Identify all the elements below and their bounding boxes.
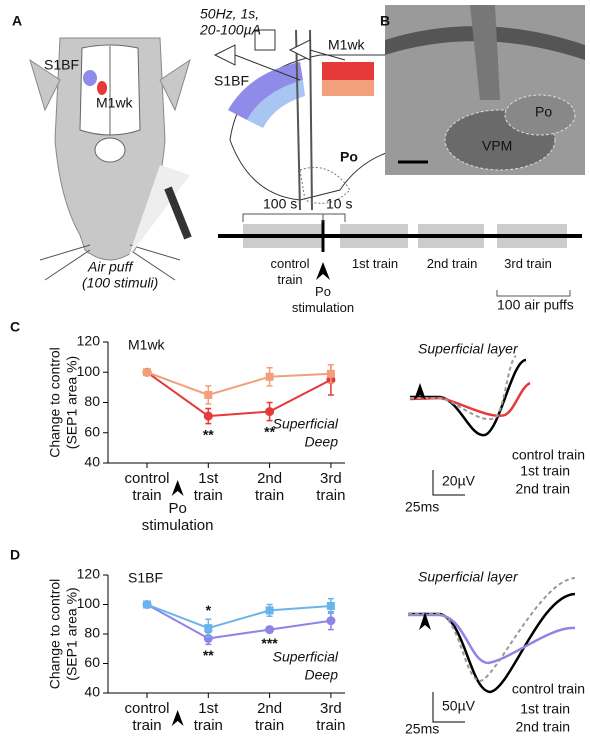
scale-label: 25ms <box>405 499 439 515</box>
train-label: 2nd train <box>426 256 478 271</box>
histology-image <box>385 5 585 175</box>
panel-letter: D <box>10 547 20 563</box>
marker <box>203 411 213 421</box>
trace-legend: 2nd train <box>516 481 570 497</box>
trace-title: Superficial layer <box>418 341 519 357</box>
caption: Air puff <box>87 259 134 275</box>
marker <box>143 600 151 609</box>
marker <box>326 616 336 626</box>
trace-title: Superficial layer <box>418 569 519 585</box>
panel-letter: A <box>12 13 22 29</box>
train-label: 1st train <box>351 256 399 271</box>
legend-entry: Superficial <box>273 649 339 665</box>
series-line <box>146 603 331 630</box>
train-label: 3rd train <box>504 256 552 271</box>
region-label: M1wk <box>328 37 366 53</box>
x-tick-label: 2nd train <box>255 470 285 504</box>
duration: 10 s <box>326 196 352 212</box>
train-label: control train <box>270 256 310 287</box>
trace-legend: control train <box>512 447 585 463</box>
marker <box>265 407 275 417</box>
significance: ** <box>203 426 214 442</box>
trace-legend: 1st train <box>520 701 570 717</box>
region-label: S1BF <box>214 73 249 89</box>
marker <box>143 368 151 377</box>
y-tick-label: 60 <box>84 423 100 439</box>
region-label: S1BF <box>44 57 79 73</box>
scale-label: 20µV <box>442 473 476 489</box>
trace-legend: 2nd train <box>516 719 570 735</box>
y-tick-label: 40 <box>84 684 100 700</box>
marker <box>265 606 274 615</box>
stimulation-arrow <box>171 710 184 726</box>
caption: (100 stimuli) <box>82 275 158 291</box>
region-label: M1wk <box>96 95 134 111</box>
region-label: VPM <box>482 138 512 154</box>
panel-letter: C <box>10 319 20 335</box>
significance: ** <box>203 647 214 663</box>
marker <box>265 372 274 381</box>
x-tick-label: 3rd train <box>316 470 346 504</box>
y-tick-label: 40 <box>84 454 100 470</box>
x-tick-label: control train <box>124 470 170 504</box>
duration: 100 s <box>263 196 297 212</box>
chart-title: M1wk <box>128 337 166 353</box>
x-tick-label: 2nd train <box>255 700 285 734</box>
y-tick-label: 120 <box>77 566 101 582</box>
significance: *** <box>261 635 278 651</box>
scale-label: 25ms <box>405 721 439 737</box>
trace-legend: 1st train <box>520 463 570 479</box>
marker <box>203 633 213 643</box>
y-tick-label: 100 <box>77 595 101 611</box>
marker <box>326 601 335 610</box>
trace-c <box>409 355 531 496</box>
legend-entry: Deep <box>305 667 339 683</box>
x-tick-label: 1st train <box>193 470 223 504</box>
slice-schematic <box>213 29 396 211</box>
legend-entry: Deep <box>305 434 339 450</box>
y-tick-label: 80 <box>84 393 100 409</box>
timeline <box>218 213 582 297</box>
y-tick-label: 60 <box>84 654 100 670</box>
trace-d <box>408 577 576 723</box>
region-label: Po <box>340 149 358 165</box>
stimulation-label: Po stimulation <box>291 284 355 315</box>
y-axis-label: Change to control <box>47 579 63 690</box>
marker <box>265 625 275 635</box>
trace-legend: control train <box>512 681 585 697</box>
rat-head <box>29 37 192 281</box>
caption: 20-100µA <box>199 22 261 38</box>
legend-entry: Superficial <box>273 416 339 432</box>
x-tick-label: 1st train <box>193 700 223 734</box>
chart-title: S1BF <box>128 570 163 586</box>
scale-label: 50µV <box>442 698 476 714</box>
y-axis-label: Change to control <box>47 347 63 458</box>
y-tick-label: 100 <box>77 363 101 379</box>
series-line <box>146 603 332 640</box>
caption: 50Hz, 1s, <box>200 6 259 22</box>
y-tick-label: 80 <box>84 625 100 641</box>
marker <box>204 390 213 399</box>
stimulation-arrow <box>171 480 184 496</box>
significance: ** <box>264 423 275 439</box>
x-tick-label: 3rd train <box>316 700 346 734</box>
y-axis-label: (SEP1 area %) <box>64 587 80 680</box>
stimulation-label: Po stimulation <box>141 500 214 534</box>
y-axis-label: (SEP1 area %) <box>64 356 80 449</box>
marker <box>204 624 213 633</box>
marker <box>326 369 335 378</box>
x-tick-label: control train <box>124 700 170 734</box>
series-line <box>146 371 332 418</box>
puffs-label: 100 air puffs <box>497 297 574 313</box>
series-line <box>146 371 331 396</box>
panel-letter: B <box>380 13 390 29</box>
y-tick-label: 120 <box>77 333 101 349</box>
significance: * <box>206 602 212 618</box>
region-label: Po <box>535 104 552 120</box>
